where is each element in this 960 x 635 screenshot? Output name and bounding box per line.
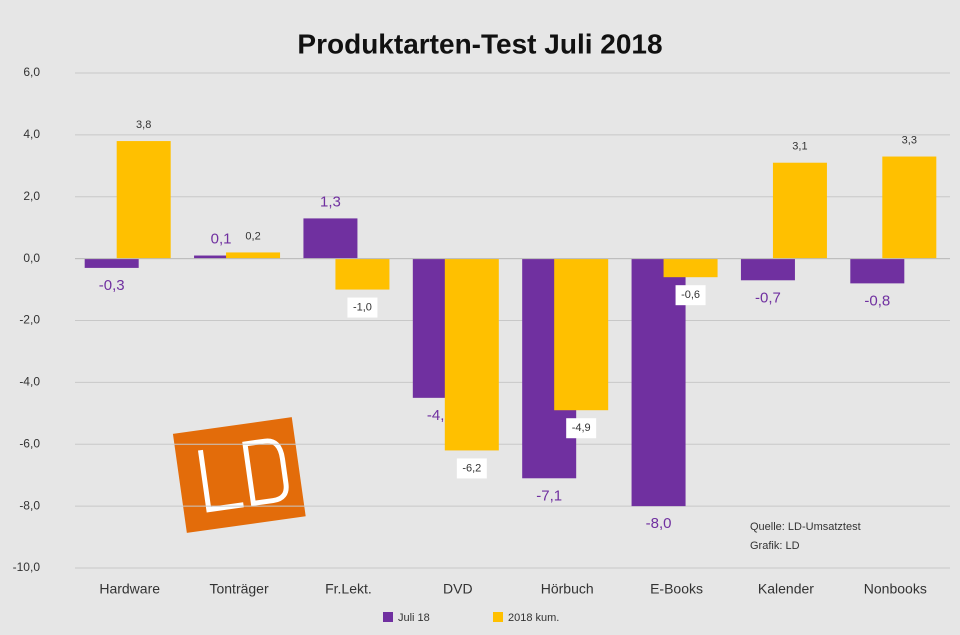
legend-swatch [383,612,393,622]
value-label: 0,2 [245,230,260,242]
y-tick-label: -6,0 [19,436,40,450]
bar [84,258,139,268]
value-label: -0,7 [755,289,781,306]
chart-title: Produktarten-Test Juli 2018 [297,28,662,59]
legend-label: Juli 18 [398,612,430,624]
value-label: 3,3 [902,134,917,146]
value-label: 3,1 [792,141,807,153]
bar [226,252,281,259]
x-tick-label: Hörbuch [541,581,594,597]
bar [772,162,827,259]
source-note: Grafik: LD [750,540,800,552]
bar [303,218,358,259]
bar [740,258,795,281]
bar [850,258,905,284]
value-label: -4,9 [572,422,591,434]
y-tick-label: -2,0 [19,313,40,327]
bar [335,258,390,290]
x-tick-label: Fr.Lekt. [325,581,372,597]
y-tick-label: -8,0 [19,498,40,512]
legend-swatch [493,612,503,622]
bar [444,258,499,451]
y-tick-label: -10,0 [13,560,41,574]
source-note: Quelle: LD-Umsatztest [750,521,861,533]
bar [116,141,171,259]
value-label: -8,0 [646,515,672,532]
value-label: -0,3 [99,277,125,294]
value-label: -0,8 [864,292,890,309]
value-label: -6,2 [462,462,481,474]
value-label: 3,8 [136,119,151,131]
bar [663,258,718,278]
value-label: 0,1 [211,231,232,248]
x-tick-label: DVD [443,581,473,597]
value-label: -7,1 [536,487,562,504]
legend-label: 2018 kum. [508,612,559,624]
x-tick-label: Tonträger [209,581,268,597]
bar [554,258,609,411]
bar [882,156,937,259]
y-tick-label: 0,0 [23,251,40,265]
label-box [566,418,597,439]
y-tick-label: 2,0 [23,189,40,203]
x-tick-label: Nonbooks [864,581,927,597]
bar [194,255,249,259]
value-label: 1,3 [320,193,341,210]
label-box [675,285,706,306]
logo [172,417,306,533]
y-tick-label: -4,0 [19,375,40,389]
x-tick-label: Kalender [758,581,814,597]
x-tick-label: E-Books [650,581,703,597]
y-tick-label: 4,0 [23,127,40,141]
label-box [347,297,378,318]
label-box [456,458,487,479]
x-tick-label: Hardware [99,581,160,597]
value-label: -1,0 [353,301,372,313]
y-tick-label: 6,0 [23,65,40,79]
value-label: -0,6 [681,289,700,301]
